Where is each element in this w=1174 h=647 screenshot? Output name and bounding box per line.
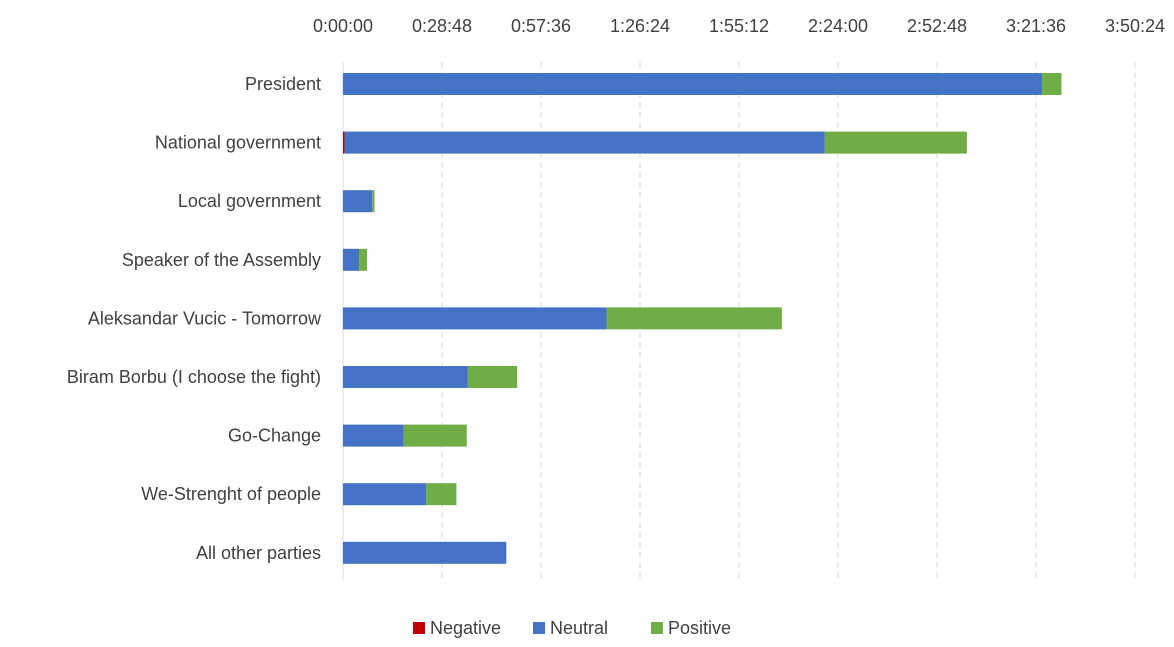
category-label: Aleksandar Vucic - Tomorrow xyxy=(88,308,322,328)
bar-positive xyxy=(467,366,518,388)
category-label: Go-Change xyxy=(228,426,321,446)
bar-positive xyxy=(359,248,368,271)
legend-swatch-neutral xyxy=(533,622,545,634)
bar-neutral xyxy=(343,541,507,564)
bar-neutral xyxy=(343,307,607,330)
bar-positive xyxy=(1041,73,1062,95)
x-tick-label: 0:28:48 xyxy=(412,16,472,36)
x-tick-label: 0:00:00 xyxy=(313,16,373,36)
x-tick-label: 3:50:24 xyxy=(1105,16,1165,36)
bar-neutral xyxy=(344,131,825,154)
x-tick-label: 3:21:36 xyxy=(1006,16,1066,36)
category-label: Local government xyxy=(178,191,321,211)
category-label: Speaker of the Assembly xyxy=(122,250,321,270)
bar-positive xyxy=(426,483,457,506)
bar-neutral xyxy=(343,366,468,388)
bar-neutral xyxy=(343,248,360,271)
category-label: We-Strenght of people xyxy=(141,484,321,504)
x-tick-label: 2:24:00 xyxy=(808,16,868,36)
bar-positive xyxy=(372,190,375,213)
bar-neutral xyxy=(343,73,1042,95)
bar-neutral xyxy=(343,424,404,447)
legend-label: Positive xyxy=(668,618,731,638)
category-label: National government xyxy=(155,133,321,153)
legend-label: Neutral xyxy=(550,618,608,638)
legend-label: Negative xyxy=(430,618,501,638)
x-tick-label: 2:52:48 xyxy=(907,16,967,36)
category-label: Biram Borbu (I choose the fight) xyxy=(67,367,321,387)
bar-neutral xyxy=(343,190,373,213)
legend-swatch-positive xyxy=(651,622,663,634)
category-label: President xyxy=(245,74,321,94)
bar-neutral xyxy=(343,483,427,506)
x-tick-label: 1:26:24 xyxy=(610,16,670,36)
bar-negative xyxy=(343,131,345,154)
bar-positive xyxy=(403,424,467,447)
legend-swatch-negative xyxy=(413,622,425,634)
category-label: All other parties xyxy=(196,543,321,563)
x-tick-label: 0:57:36 xyxy=(511,16,571,36)
bar-positive xyxy=(606,307,782,330)
bar-positive xyxy=(824,131,967,154)
x-tick-label: 1:55:12 xyxy=(709,16,769,36)
